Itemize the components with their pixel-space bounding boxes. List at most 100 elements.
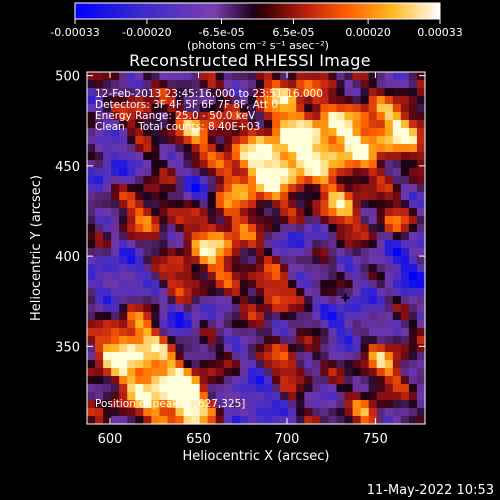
heatmap-cell: [247, 168, 257, 177]
heatmap-cell: [376, 256, 386, 265]
heatmap-cell: [352, 352, 362, 361]
heatmap-cell: [256, 336, 265, 345]
heatmap-cell: [256, 152, 265, 161]
heatmap-cell: [344, 184, 354, 193]
heatmap-cell: [199, 336, 209, 345]
heatmap-cell: [167, 304, 177, 313]
heatmap-cell: [352, 328, 362, 337]
heatmap-cell: [167, 72, 177, 81]
heatmap-cell: [352, 408, 362, 417]
heatmap-cell: [336, 224, 346, 233]
chart-title: Reconstructed RHESSI Image: [129, 51, 371, 70]
heatmap-cell: [143, 88, 152, 97]
heatmap-cell: [127, 96, 136, 105]
heatmap-cell: [400, 344, 410, 353]
heatmap-cell: [328, 88, 338, 97]
heatmap-cell: [272, 360, 281, 369]
heatmap-cell: [103, 280, 112, 289]
heatmap-cell: [256, 184, 265, 193]
heatmap-cell: [239, 96, 249, 105]
heatmap-cell: [416, 104, 426, 113]
heatmap-cell: [239, 152, 249, 161]
heatmap-cell: [288, 336, 297, 345]
heatmap-cell: [175, 240, 185, 249]
heatmap-cell: [87, 288, 96, 297]
heatmap-cell: [288, 88, 297, 97]
heatmap-cell: [336, 296, 346, 305]
heatmap-cell: [183, 96, 193, 105]
heatmap-cell: [127, 120, 136, 129]
heatmap-cell: [312, 312, 321, 321]
heatmap-cell: [191, 112, 201, 121]
heatmap-cell: [376, 120, 386, 129]
heatmap-cell: [280, 360, 289, 369]
heatmap-cell: [344, 72, 354, 81]
heatmap-cell: [416, 240, 426, 249]
heatmap-cell: [288, 192, 297, 201]
heatmap-cell: [151, 96, 161, 105]
heatmap-cell: [103, 200, 112, 209]
heatmap-cell: [384, 112, 394, 121]
heatmap-cell: [376, 336, 386, 345]
heatmap-cell: [175, 272, 185, 281]
heatmap-cell: [127, 176, 136, 185]
heatmap-cell: [207, 384, 217, 393]
heatmap-cell: [368, 240, 378, 249]
heatmap-cell: [199, 104, 209, 113]
heatmap-cell: [247, 368, 257, 377]
heatmap-cell: [95, 136, 104, 145]
heatmap-cell: [328, 232, 338, 241]
heatmap-cell: [223, 104, 233, 113]
heatmap-cell: [320, 136, 330, 145]
heatmap-cell: [231, 120, 241, 129]
heatmap-cell: [119, 152, 128, 161]
annotation-block: 12-Feb-2013 23:45:16.000 to 23:51:16.000…: [95, 88, 323, 410]
heatmap-cell: [159, 304, 169, 313]
heatmap-cell: [384, 160, 394, 169]
heatmap-cell: [207, 408, 217, 417]
heatmap-cell: [264, 224, 273, 233]
heatmap-cell: [103, 376, 112, 385]
heatmap-cell: [344, 96, 354, 105]
heatmap-cell: [223, 96, 233, 105]
heatmap-cell: [368, 336, 378, 345]
heatmap-cell: [175, 376, 185, 385]
heatmap-cell: [320, 120, 330, 129]
heatmap-cell: [247, 280, 257, 289]
heatmap-cell: [352, 264, 362, 273]
heatmap-cell: [368, 416, 378, 425]
heatmap-cell: [215, 160, 225, 169]
heatmap-cell: [175, 144, 185, 153]
heatmap-cell: [231, 184, 241, 193]
heatmap-cell: [304, 384, 313, 393]
heatmap-cell: [264, 400, 273, 409]
heatmap-cell: [223, 128, 233, 137]
heatmap-cell: [368, 152, 378, 161]
heatmap-cell: [256, 248, 265, 257]
heatmap-cell: [328, 192, 338, 201]
heatmap-cell: [328, 344, 338, 353]
heatmap-cell: [159, 120, 169, 129]
heatmap-cell: [159, 352, 169, 361]
heatmap-cell: [320, 88, 330, 97]
heatmap-cell: [95, 208, 104, 217]
heatmap-cell: [207, 112, 217, 121]
heatmap-cell: [247, 216, 257, 225]
heatmap-cell: [191, 152, 201, 161]
heatmap-cell: [256, 160, 265, 169]
heatmap-cell: [95, 224, 104, 233]
heatmap-cell: [304, 400, 313, 409]
heatmap-cell: [119, 88, 128, 97]
heatmap-cell: [95, 304, 104, 313]
heatmap-cell: [280, 248, 289, 257]
heatmap-cell: [239, 104, 249, 113]
heatmap-cell: [95, 176, 104, 185]
heatmap-cell: [143, 328, 152, 337]
heatmap-cell: [288, 176, 297, 185]
heatmap-cell: [320, 128, 330, 137]
heatmap-cell: [384, 248, 394, 257]
heatmap-cell: [256, 168, 265, 177]
heatmap-cell: [247, 208, 257, 217]
heatmap-cell: [400, 392, 410, 401]
heatmap-cell: [256, 280, 265, 289]
